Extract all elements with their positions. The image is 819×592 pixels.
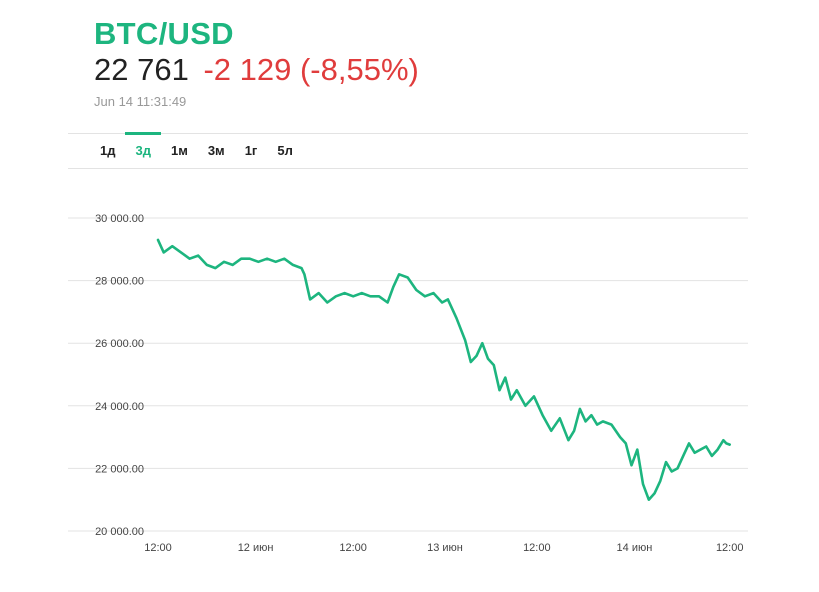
x-tick-label: 12:00 bbox=[144, 542, 172, 554]
tab-5[interactable]: 5л bbox=[277, 143, 293, 158]
y-axis-labels: 20 000.00 22 000.00 24 000.00 26 000.00 28 0… bbox=[95, 213, 144, 538]
quote-line: 22 761 -2 129 (-8,55%) bbox=[94, 52, 419, 88]
quote-header: BTC/USD 22 761 -2 129 (-8,55%) Jun 14 11… bbox=[94, 16, 419, 109]
x-tick-label: 12:00 bbox=[716, 542, 744, 554]
ticker-symbol: BTC/USD bbox=[94, 16, 234, 51]
current-price: 22 761 bbox=[94, 52, 189, 87]
x-axis-labels: 12:00 12 июн 12:00 13 июн 12:00 14 июн 12:00 bbox=[144, 542, 743, 554]
price-change: -2 129 (-8,55%) bbox=[203, 52, 419, 87]
price-chart: 20 000.00 22 000.00 24 000.00 26 000.00 28 0… bbox=[68, 213, 748, 554]
y-tick-label: 28 000.00 bbox=[95, 276, 144, 288]
tab-4[interactable]: 1г bbox=[244, 143, 258, 158]
y-tick-label: 30 000.00 bbox=[95, 213, 144, 225]
tab-3[interactable]: 3м bbox=[207, 143, 225, 158]
x-tick-label: 12:00 bbox=[523, 542, 551, 554]
y-tick-label: 26 000.00 bbox=[95, 338, 144, 350]
chart-grid bbox=[68, 217, 748, 532]
y-tick-label: 20 000.00 bbox=[95, 526, 144, 538]
tab-1[interactable]: 3д bbox=[125, 132, 162, 168]
y-tick-label: 22 000.00 bbox=[95, 463, 144, 475]
x-tick-label: 12:00 bbox=[339, 542, 367, 554]
x-tick-label: 14 июн bbox=[617, 542, 653, 554]
x-tick-label: 12 июн bbox=[238, 542, 274, 554]
tabs-bottom-divider bbox=[68, 168, 748, 169]
tab-0[interactable]: 1д bbox=[100, 143, 116, 158]
y-tick-label: 24 000.00 bbox=[95, 401, 144, 413]
tabs-top-divider bbox=[68, 133, 748, 134]
quote-timestamp: Jun 14 11:31:49 bbox=[94, 94, 187, 109]
price-series-line bbox=[156, 238, 731, 501]
tab-2[interactable]: 1м bbox=[170, 143, 188, 158]
x-tick-label: 13 июн bbox=[427, 542, 463, 554]
period-tabs: 1д 3д 1м 3м 1г 5л bbox=[90, 132, 303, 168]
